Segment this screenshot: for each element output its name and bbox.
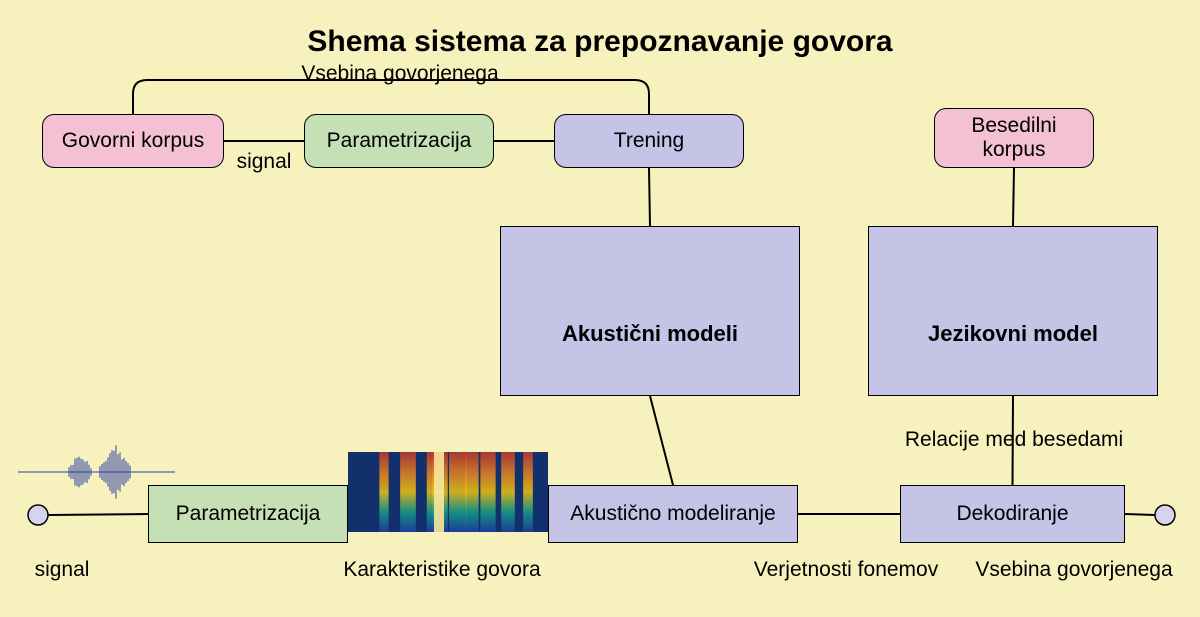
node-govorni-korpus: Govorni korpus <box>42 114 224 168</box>
edge-besedilni-jezikovni_model <box>1013 168 1014 226</box>
node-label-govorni-korpus: Govorni korpus <box>62 129 204 153</box>
edge-label-karakteristike: Karakteristike govora <box>343 558 540 582</box>
edge-terminal-left <box>48 514 148 515</box>
edge-trening-akusticni_modeli <box>649 168 650 226</box>
edge-label-signal-top: signal <box>237 150 292 174</box>
edge-terminal-right <box>1125 514 1155 515</box>
terminal-right <box>1155 505 1175 525</box>
node-label-akust-modeliranje: Akustično modeliranje <box>570 502 775 526</box>
node-besedilni: Besedilni korpus <box>934 108 1094 168</box>
diagram-title: Shema sistema za prepoznavanje govora <box>0 25 1200 59</box>
node-param-top: Parametrizacija <box>304 114 494 168</box>
node-dekodiranje: Dekodiranje <box>900 485 1125 543</box>
edge-label-vsebina-bot: Vsebina govorjenega <box>975 558 1172 582</box>
node-label-akusticni-modeli: Akustični modeli <box>562 321 738 346</box>
node-akust-modeliranje: Akustično modeliranje <box>548 485 798 543</box>
node-label-trening: Trening <box>614 129 684 153</box>
node-trening: Trening <box>554 114 744 168</box>
edge-label-verjetnosti: Verjetnosti fonemov <box>754 558 938 582</box>
terminal-left <box>28 505 48 525</box>
spectrogram-icon <box>348 452 548 532</box>
node-label-dekodiranje: Dekodiranje <box>956 502 1068 526</box>
node-label-besedilni: Besedilni korpus <box>971 114 1056 162</box>
node-label-param-top: Parametrizacija <box>327 129 472 153</box>
edge-akusticni_modeli-akust_modeliranje <box>650 396 673 485</box>
node-akusticni-modeli: Akustični modeli <box>500 226 800 396</box>
diagram-stage: Shema sistema za prepoznavanje govora Gov… <box>0 0 1200 617</box>
node-label-jezikovni-model: Jezikovni model <box>928 321 1098 346</box>
edge-label-signal-bot: signal <box>35 558 90 582</box>
edge-label-relacije: Relacije med besedami <box>905 428 1123 452</box>
node-jezikovni-model: Jezikovni model <box>868 226 1158 396</box>
node-label-param-bottom: Parametrizacija <box>176 502 321 526</box>
node-param-bottom: Parametrizacija <box>148 485 348 543</box>
edge-label-vsebina-top: Vsebina govorjenega <box>301 62 498 86</box>
